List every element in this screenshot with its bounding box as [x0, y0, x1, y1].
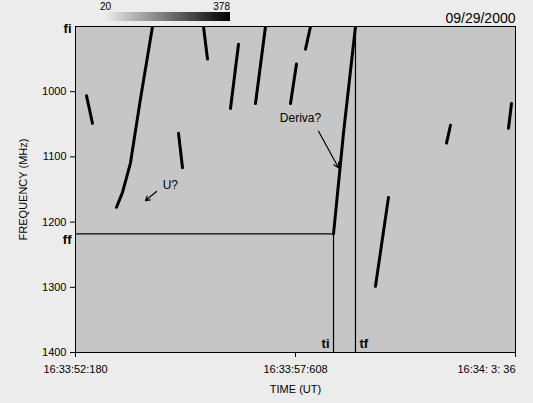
svg-text:ti: ti: [322, 336, 330, 351]
svg-text:Deriva?: Deriva?: [280, 111, 322, 125]
svg-text:TIME (UT): TIME (UT): [270, 383, 321, 395]
svg-text:1300: 1300: [42, 281, 66, 293]
svg-text:16:33:52:180: 16:33:52:180: [43, 363, 107, 375]
svg-text:378: 378: [213, 1, 230, 12]
svg-text:1200: 1200: [42, 216, 66, 228]
svg-text:20: 20: [100, 1, 112, 12]
svg-text:fi: fi: [64, 21, 72, 36]
svg-text:1100: 1100: [43, 150, 67, 162]
svg-text:16:33:57:608: 16:33:57:608: [263, 363, 327, 375]
svg-text:09/29/2000: 09/29/2000: [445, 10, 515, 26]
svg-text:FREQUENCY (MHz): FREQUENCY (MHz): [17, 139, 29, 241]
svg-text:1000: 1000: [42, 85, 66, 97]
svg-text:1400: 1400: [42, 346, 66, 358]
svg-text:U?: U?: [163, 178, 179, 192]
svg-text:tf: tf: [359, 336, 368, 351]
svg-text:16:34: 3: 36: 16:34: 3: 36: [457, 363, 515, 375]
svg-text:ff: ff: [63, 232, 72, 247]
